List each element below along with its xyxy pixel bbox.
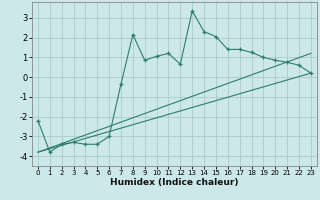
X-axis label: Humidex (Indice chaleur): Humidex (Indice chaleur) (110, 178, 239, 187)
